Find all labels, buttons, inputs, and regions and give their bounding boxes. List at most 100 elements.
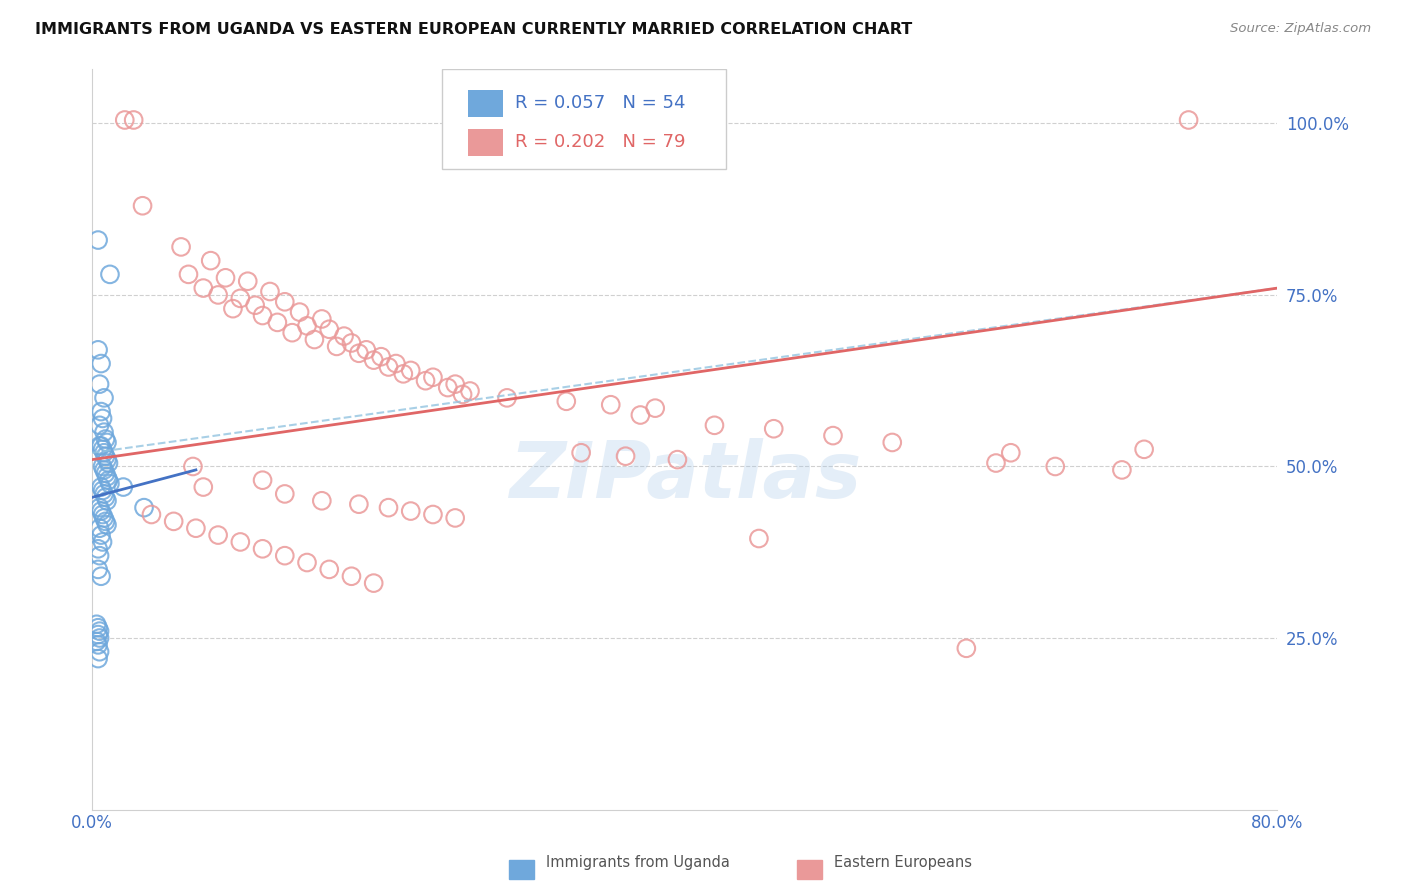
- Point: [193, 281, 215, 295]
- Point: [87, 651, 110, 665]
- Point: [1133, 442, 1156, 457]
- Point: [184, 521, 207, 535]
- Point: [163, 514, 186, 528]
- Point: [98, 476, 121, 491]
- Text: Immigrants from Uganda: Immigrants from Uganda: [546, 855, 730, 870]
- Point: [89, 631, 111, 645]
- Point: [131, 199, 153, 213]
- Point: [599, 398, 621, 412]
- Point: [252, 473, 274, 487]
- Point: [333, 329, 356, 343]
- Point: [91, 535, 114, 549]
- Point: [451, 387, 474, 401]
- Point: [87, 638, 110, 652]
- Point: [214, 270, 236, 285]
- Point: [370, 350, 392, 364]
- Text: Eastern Europeans: Eastern Europeans: [834, 855, 972, 870]
- Point: [304, 333, 326, 347]
- Text: Source: ZipAtlas.com: Source: ZipAtlas.com: [1230, 22, 1371, 36]
- Point: [94, 467, 117, 481]
- Point: [436, 380, 458, 394]
- Point: [311, 493, 333, 508]
- Point: [90, 528, 112, 542]
- Point: [89, 377, 111, 392]
- Point: [96, 493, 118, 508]
- Point: [1000, 446, 1022, 460]
- Point: [97, 473, 120, 487]
- Point: [243, 298, 266, 312]
- Point: [207, 528, 229, 542]
- Point: [86, 617, 108, 632]
- Point: [91, 459, 114, 474]
- Point: [86, 634, 108, 648]
- Point: [340, 569, 363, 583]
- Point: [274, 487, 297, 501]
- Point: [444, 377, 467, 392]
- Point: [222, 301, 245, 316]
- Point: [98, 268, 121, 282]
- Point: [311, 312, 333, 326]
- Point: [252, 309, 274, 323]
- Point: [90, 404, 112, 418]
- Point: [193, 480, 215, 494]
- Point: [821, 428, 844, 442]
- Point: [762, 422, 785, 436]
- Point: [252, 541, 274, 556]
- Point: [96, 452, 118, 467]
- Point: [422, 370, 444, 384]
- Point: [87, 233, 110, 247]
- Point: [96, 517, 118, 532]
- Point: [984, 456, 1007, 470]
- Point: [422, 508, 444, 522]
- Point: [347, 346, 370, 360]
- Point: [93, 487, 115, 501]
- Point: [295, 556, 318, 570]
- Point: [444, 511, 467, 525]
- FancyBboxPatch shape: [468, 90, 503, 117]
- Point: [274, 549, 297, 563]
- Point: [377, 500, 399, 515]
- Point: [91, 483, 114, 498]
- Text: R = 0.202   N = 79: R = 0.202 N = 79: [516, 134, 686, 152]
- Point: [748, 532, 770, 546]
- Point: [399, 363, 422, 377]
- Point: [90, 480, 112, 494]
- Point: [87, 627, 110, 641]
- Point: [318, 562, 340, 576]
- Point: [89, 439, 111, 453]
- Point: [318, 322, 340, 336]
- Point: [87, 343, 110, 357]
- Point: [93, 446, 115, 460]
- Point: [236, 274, 259, 288]
- Point: [259, 285, 281, 299]
- Point: [955, 641, 977, 656]
- Text: R = 0.057   N = 54: R = 0.057 N = 54: [516, 95, 686, 112]
- Point: [377, 359, 399, 374]
- Point: [340, 335, 363, 350]
- Point: [274, 294, 297, 309]
- Point: [94, 432, 117, 446]
- Point: [89, 418, 111, 433]
- Point: [87, 621, 110, 635]
- Point: [496, 391, 519, 405]
- Point: [170, 240, 193, 254]
- Point: [229, 535, 252, 549]
- Point: [666, 452, 689, 467]
- Point: [91, 442, 114, 457]
- Point: [207, 288, 229, 302]
- Point: [356, 343, 378, 357]
- Point: [363, 576, 385, 591]
- Point: [181, 459, 204, 474]
- Point: [112, 480, 135, 494]
- Point: [114, 113, 136, 128]
- Bar: [509, 861, 534, 879]
- Point: [89, 549, 111, 563]
- Point: [96, 469, 118, 483]
- Point: [266, 315, 288, 329]
- Point: [415, 374, 437, 388]
- Point: [392, 367, 415, 381]
- Point: [325, 339, 347, 353]
- Point: [200, 253, 222, 268]
- Point: [89, 521, 111, 535]
- Point: [703, 418, 725, 433]
